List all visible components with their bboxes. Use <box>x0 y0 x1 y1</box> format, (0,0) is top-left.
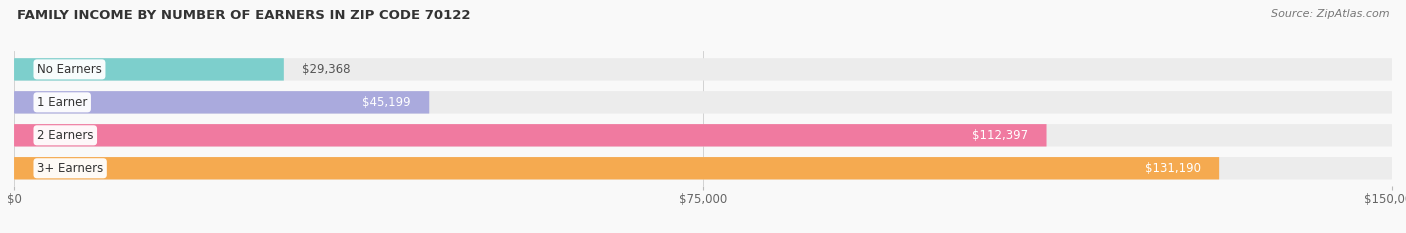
FancyBboxPatch shape <box>14 91 1392 113</box>
Text: $29,368: $29,368 <box>302 63 350 76</box>
FancyBboxPatch shape <box>14 124 1046 147</box>
Text: 2 Earners: 2 Earners <box>37 129 94 142</box>
Text: 3+ Earners: 3+ Earners <box>37 162 103 175</box>
Text: $45,199: $45,199 <box>363 96 411 109</box>
Text: FAMILY INCOME BY NUMBER OF EARNERS IN ZIP CODE 70122: FAMILY INCOME BY NUMBER OF EARNERS IN ZI… <box>17 9 471 22</box>
Text: Source: ZipAtlas.com: Source: ZipAtlas.com <box>1271 9 1389 19</box>
FancyBboxPatch shape <box>14 58 284 81</box>
FancyBboxPatch shape <box>14 157 1392 179</box>
FancyBboxPatch shape <box>14 91 429 113</box>
Text: $131,190: $131,190 <box>1144 162 1201 175</box>
FancyBboxPatch shape <box>14 157 1219 179</box>
FancyBboxPatch shape <box>14 124 1392 147</box>
Text: 1 Earner: 1 Earner <box>37 96 87 109</box>
Text: $112,397: $112,397 <box>972 129 1028 142</box>
FancyBboxPatch shape <box>14 58 1392 81</box>
Text: No Earners: No Earners <box>37 63 101 76</box>
